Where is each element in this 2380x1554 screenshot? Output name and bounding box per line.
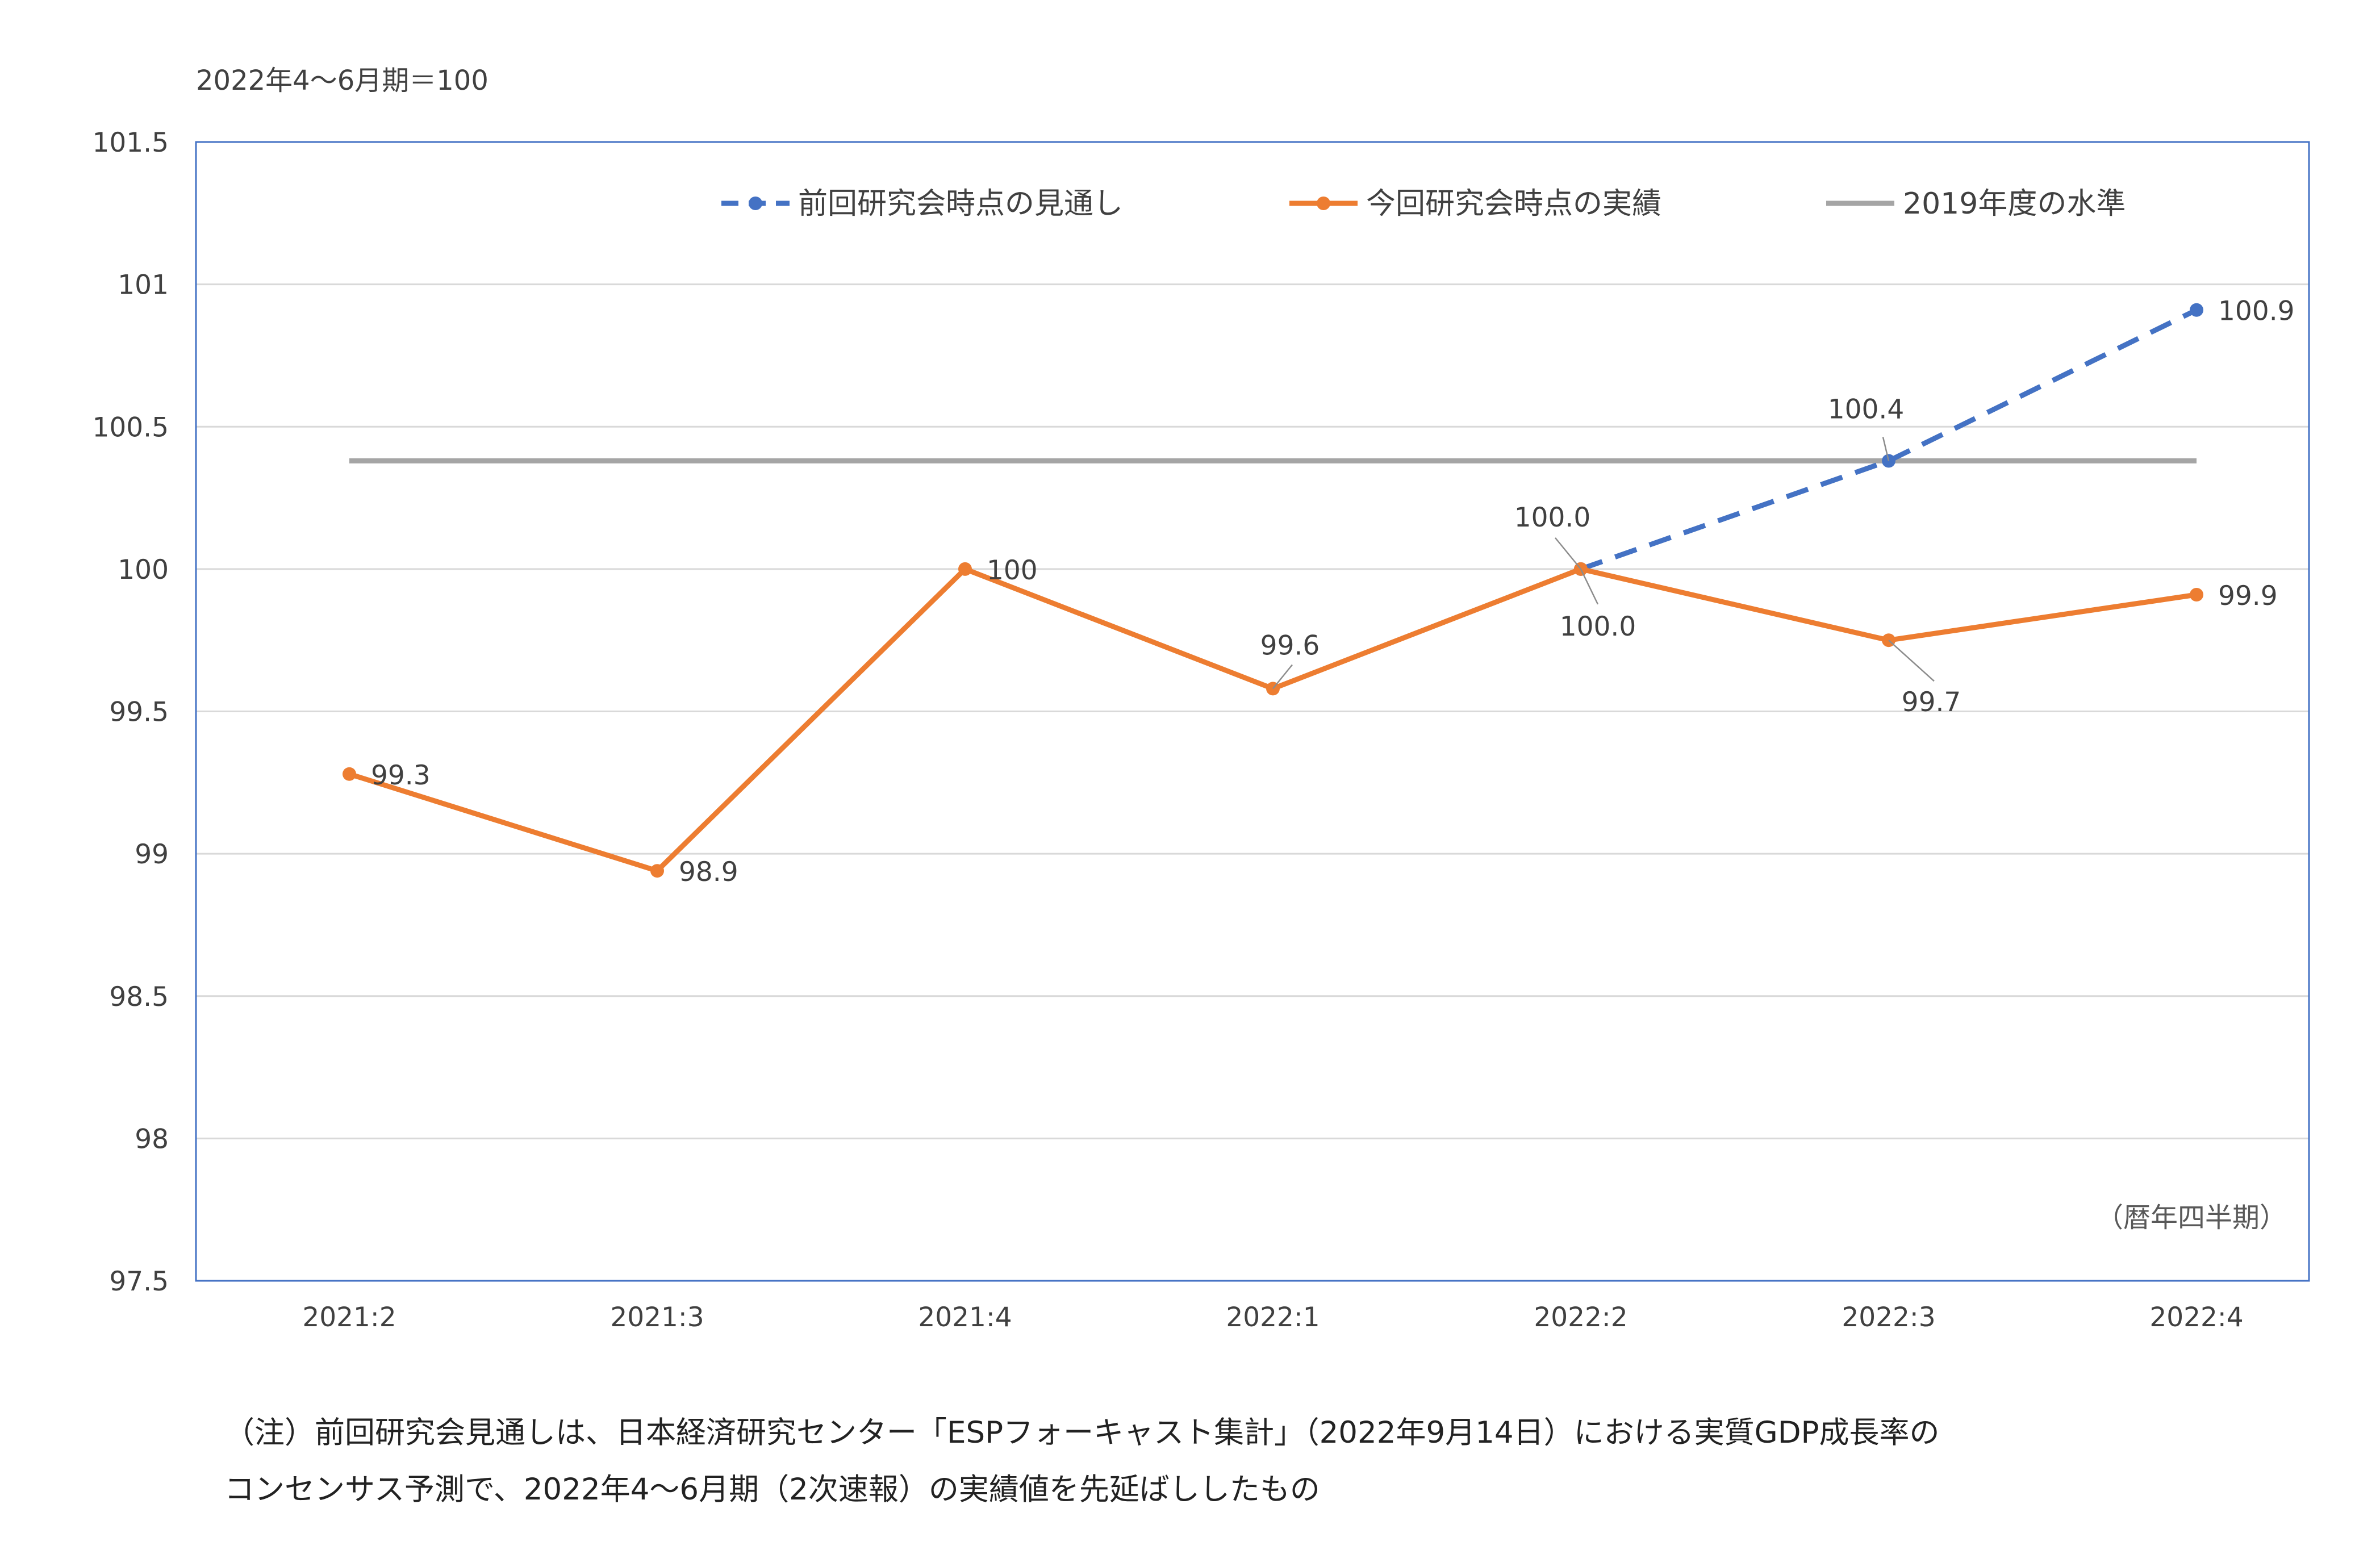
data-label: 100.9 bbox=[2218, 296, 2295, 327]
y-tick-label: 99.5 bbox=[109, 697, 169, 728]
data-point bbox=[650, 864, 664, 878]
series-line bbox=[348, 566, 2197, 874]
data-label: 99.6 bbox=[1260, 630, 1320, 661]
y-tick-label: 100.5 bbox=[92, 412, 169, 443]
y-tick-label: 97.5 bbox=[109, 1266, 169, 1297]
data-label: 100 bbox=[987, 555, 1038, 586]
plot-area-border bbox=[195, 141, 2310, 1282]
footnote-line-1: （注）前回研究会見通しは、日本経済研究センター「ESPフォーキャスト集計」（20… bbox=[224, 1415, 1940, 1450]
y-tick-label: 100 bbox=[118, 554, 169, 586]
data-label: 99.9 bbox=[2218, 580, 2278, 612]
legend: 前回研究会時点の見通し 今回研究会時点の実績 2019年度の水準 bbox=[721, 187, 2126, 221]
x-tick-label: 2022:2 bbox=[1534, 1302, 1627, 1333]
data-label: 100.0 bbox=[1514, 502, 1591, 533]
x-tick-label: 2022:1 bbox=[1226, 1302, 1320, 1333]
data-point bbox=[2190, 303, 2203, 317]
y-tick-label: 99 bbox=[135, 839, 169, 870]
data-label: 100.0 bbox=[1560, 611, 1636, 642]
data-label: 99.3 bbox=[371, 760, 431, 791]
label-leader-line bbox=[1888, 640, 1935, 682]
series bbox=[343, 303, 2203, 878]
label-leader-line bbox=[1882, 437, 1890, 461]
data-point bbox=[343, 767, 356, 781]
y-tick-label: 98 bbox=[135, 1123, 169, 1155]
x-tick-label: 2022:3 bbox=[1842, 1302, 1935, 1333]
x-tick-label: 2021:2 bbox=[302, 1302, 396, 1333]
y-tick-label: 101 bbox=[118, 270, 169, 301]
data-label: 99.7 bbox=[1902, 687, 1961, 718]
x-tick-label: 2022:4 bbox=[2149, 1302, 2243, 1333]
label-leader-line bbox=[1272, 664, 1293, 690]
y-tick-label: 98.5 bbox=[109, 981, 169, 1013]
data-point bbox=[2190, 587, 2203, 601]
period-label: （暦年四半期） bbox=[2096, 1202, 2287, 1234]
data-labels: 100.0 100.4 100.9 99.3 98.9 100 99.6 100.0 99.7 9… bbox=[371, 296, 2295, 888]
legend-label: 今回研究会時点の実績 bbox=[1366, 187, 1661, 221]
legend-label: 2019年度の水準 bbox=[1903, 187, 2126, 221]
y-tick-label: 101.5 bbox=[92, 127, 169, 158]
data-label: 100.4 bbox=[1828, 394, 1905, 425]
data-point bbox=[958, 562, 972, 576]
legend-label: 前回研究会時点の見通し bbox=[798, 187, 1123, 221]
legend-marker bbox=[749, 197, 762, 210]
x-tick-label: 2021:3 bbox=[610, 1302, 704, 1333]
y-axis: 97.5 98 98.5 99 99.5 100 100.5 101 101.5 bbox=[92, 127, 169, 1297]
series-line bbox=[1580, 307, 2198, 572]
label-leader-line bbox=[1555, 537, 1581, 570]
gridlines bbox=[196, 141, 2309, 1282]
unit-label: 2022年4～6月期＝100 bbox=[196, 65, 488, 97]
footnote-line-2: コンセンサス予測で、2022年4～6月期（2次速報）の実績値を先延ばししたもの bbox=[224, 1472, 1320, 1507]
label-leader-line bbox=[1580, 569, 1599, 605]
data-label: 98.9 bbox=[679, 857, 738, 888]
legend-marker bbox=[1317, 197, 1330, 210]
x-axis: 2021:2 2021:3 2021:4 2022:1 2022:2 2022:3 2022… bbox=[302, 1302, 2243, 1333]
x-tick-label: 2021:4 bbox=[918, 1302, 1012, 1333]
